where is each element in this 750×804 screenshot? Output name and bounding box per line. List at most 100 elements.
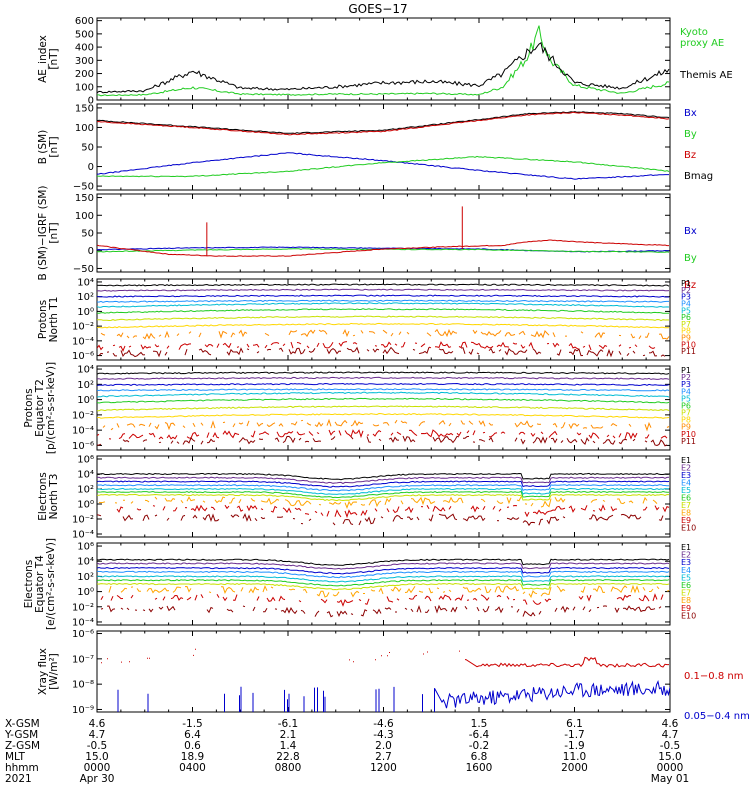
flux-channel-p1 — [97, 283, 670, 287]
footer-value: -4.3 — [373, 729, 394, 741]
y-tick-label: 10⁻⁶ — [72, 351, 94, 362]
flux-channel-p2 — [97, 376, 670, 380]
legend-entry: P5 — [681, 306, 691, 315]
flux-channel-e4 — [97, 570, 670, 579]
footer-row-label: Y-GSM — [4, 729, 38, 741]
panel-frame — [96, 278, 671, 361]
legend-entry: E8 — [681, 509, 691, 518]
y-axis-label: Equator T4 — [34, 555, 46, 613]
y-tick-label: 50 — [81, 143, 94, 154]
footer-value: 1600 — [466, 762, 493, 774]
y-tick-label: 0 — [88, 96, 94, 107]
flux-channel-p7 — [97, 405, 670, 412]
panel-protons_t2: 10⁻⁶ 10⁻⁴ 10⁻² 10⁰ 10² 10⁴ Protons Equator T2 [p… — [23, 362, 696, 454]
legend-entry: Bmag — [684, 171, 713, 182]
footer-value: -6.1 — [278, 718, 299, 730]
footer-value: 6.8 — [471, 751, 488, 763]
footer-value: -1.5 — [182, 718, 203, 730]
footer-row-label: X-GSM — [5, 718, 40, 730]
footer-value: -4.6 — [373, 718, 394, 730]
legend-entry: E10 — [681, 524, 696, 533]
y-tick-label: 10² — [77, 292, 94, 303]
flux-channel-e3 — [97, 566, 670, 575]
legend-entry: E6 — [681, 581, 691, 590]
footer-value: -6.4 — [469, 729, 490, 741]
legend-entry: 0.05−0.4 nm — [684, 711, 750, 722]
panel-frame — [96, 630, 671, 713]
y-tick-label: 10⁰ — [77, 395, 94, 406]
flux-channel-p9 — [102, 418, 670, 432]
y-tick-label: 10² — [77, 485, 94, 496]
legend-entry: proxy AE — [680, 38, 724, 49]
series-line-bx — [97, 152, 669, 180]
flux-channel-p2 — [97, 288, 670, 292]
series-line-bmag — [97, 111, 670, 135]
legend-entry: By — [684, 253, 697, 264]
legend-entry: E9 — [681, 516, 691, 525]
y-tick-label: −50 — [73, 182, 94, 193]
flux-channel-e2 — [97, 562, 670, 570]
y-tick-label: 10⁰ — [77, 500, 94, 511]
panel-protons_t1: 10⁻⁶ 10⁻⁴ 10⁻² 10⁰ 10² 10⁴ Protons North T1 P1P2… — [37, 277, 696, 362]
panel-data — [97, 25, 670, 97]
footer-value: -0.5 — [87, 740, 108, 752]
legend-entry: Kyoto — [680, 27, 708, 38]
legend-entry: E6 — [681, 494, 691, 503]
flux-channel-p1 — [97, 371, 670, 375]
y-tick-label: 10⁶ — [77, 455, 94, 466]
legend-entry: By — [684, 129, 697, 140]
footer-value: 4.6 — [89, 718, 106, 730]
flux-channel-p4 — [97, 388, 670, 392]
legend-entry: P8 — [681, 416, 691, 425]
legend-entry: E7 — [681, 501, 691, 510]
legend-entry: E2 — [681, 551, 691, 560]
y-tick-label: 100 — [75, 211, 94, 222]
panel-data — [97, 558, 670, 617]
y-tick-label: 50 — [81, 229, 94, 240]
y-tick-label: 200 — [75, 69, 94, 80]
y-tick-label: 150 — [75, 103, 94, 114]
y-tick-label: 10² — [77, 572, 94, 583]
flux-channel-e2 — [97, 476, 670, 485]
y-tick-label: 10⁻⁴ — [72, 617, 94, 628]
legend-entry: P6 — [681, 313, 691, 322]
y-tick-label: 100 — [75, 82, 94, 93]
flux-channel-e1 — [97, 472, 670, 481]
panel-bsm: −50 0 50 100 150 B (SM) [nT] Bx By Bz Bmag — [37, 103, 713, 192]
y-tick-label: 10⁻⁶ — [72, 629, 94, 640]
panel-data — [97, 206, 670, 257]
footer-value: 6.4 — [184, 729, 201, 741]
y-tick-label: −50 — [73, 264, 94, 275]
y-tick-label: 10⁴ — [77, 365, 94, 376]
flux-channel-p3 — [97, 294, 669, 298]
footer-value: 1.5 — [471, 718, 488, 730]
legend-entry: P7 — [681, 320, 691, 329]
flux-channel-e1 — [97, 558, 670, 566]
legend-entry: P5 — [681, 394, 691, 403]
flux-channel-p6 — [97, 397, 670, 404]
flux-channel-p8 — [97, 322, 670, 329]
y-tick-label: 10⁻² — [72, 602, 94, 613]
panel-electrons_t4: 10⁻⁴ 10⁻² 10⁰ 10² 10⁴ 10⁶ Electrons Equator T4[… — [23, 538, 696, 630]
footer-end-date: May 01 — [651, 773, 689, 785]
legend-entry: E3 — [681, 558, 691, 567]
y-axis-label: Electrons — [37, 472, 49, 521]
flux-channel-e7 — [97, 493, 670, 502]
legend-entry: E1 — [681, 456, 691, 465]
flux-channel-e9 — [116, 504, 670, 519]
legend-entry: P11 — [681, 437, 696, 446]
y-tick-label: 0 — [88, 162, 94, 173]
legend-entry: Bx — [684, 226, 697, 237]
legend-entry: P4 — [681, 387, 691, 396]
legend-entry: P2 — [681, 373, 691, 382]
footer-value: -0.5 — [660, 740, 681, 752]
y-tick-label: 500 — [75, 29, 94, 40]
footer-value: 2.7 — [375, 751, 392, 763]
y-axis-label: AE_index — [37, 35, 49, 83]
flux-channel-e8 — [99, 497, 669, 508]
flux-channel-p8 — [97, 412, 670, 419]
footer-value: 2000 — [561, 762, 588, 774]
footer-value: -1.7 — [564, 729, 585, 741]
footer-value: 22.8 — [276, 751, 299, 763]
